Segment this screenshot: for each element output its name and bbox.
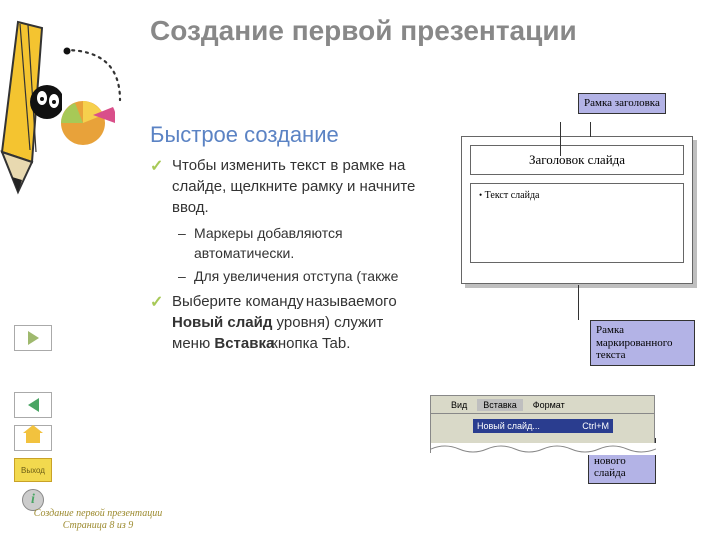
nav-prev-button[interactable] (14, 392, 52, 418)
slide-preview: Заголовок слайда • Текст слайда (465, 140, 697, 288)
menu-preview: Вид Вставка Формат Новый слайд... Ctrl+M (430, 395, 655, 453)
torn-edge (431, 443, 656, 455)
nav-next-button[interactable] (14, 325, 52, 351)
sub-bullet-2: Для увеличения отступа (также (150, 267, 430, 287)
bullet-2: Выберите команду называемого Новый слайд… (150, 291, 430, 354)
t: Вставка (214, 335, 274, 352)
t: Выберите команду (172, 293, 304, 310)
slide-body-text: Текст слайда (485, 190, 540, 201)
callout-body-frame: Рамка маркированного текста (590, 320, 695, 366)
footer-line-2: Страница 8 из 9 (8, 520, 188, 532)
callout-line (590, 122, 591, 137)
menu-bar: Вид Вставка Формат (431, 396, 654, 413)
menu-insert: Вставка (477, 399, 522, 411)
sub-bullet-1: Маркеры добавляются автоматически. (150, 224, 430, 263)
menu-view: Вид (445, 399, 473, 411)
menu-item-new-slide: Новый слайд... Ctrl+M (473, 419, 613, 433)
footer-line-1: Создание первой презентации (8, 508, 188, 520)
nav-panel: Выход i (14, 325, 62, 511)
menu-format: Формат (527, 399, 571, 411)
t: Новый слайд (172, 314, 272, 331)
bullet-1: Чтобы изменить текст в рамке на слайде, … (150, 155, 430, 218)
content-list: Чтобы изменить текст в рамке на слайде, … (150, 155, 430, 360)
slide-body-frame: • Текст слайда (470, 183, 684, 263)
pencil-graphic (0, 12, 62, 232)
page-subtitle: Быстрое создание (150, 122, 339, 148)
callout-title-frame: Рамка заголовка (578, 93, 666, 114)
callout-line (578, 285, 579, 320)
callout-line (560, 122, 561, 156)
t: называемого (306, 293, 397, 310)
slide-title-frame: Заголовок слайда (470, 145, 684, 175)
t: кнопка Tab (271, 335, 346, 352)
page-title: Создание первой презентации (150, 15, 577, 47)
menu-item-label: Новый слайд... (477, 421, 540, 431)
nav-exit-button[interactable]: Выход (14, 458, 52, 482)
pie-graphic (55, 95, 115, 150)
t: . (346, 335, 350, 352)
t: меню (172, 335, 214, 352)
footer: Создание первой презентации Страница 8 и… (8, 508, 188, 532)
menu-item-shortcut: Ctrl+M (582, 421, 609, 431)
t: уровня) служит (277, 314, 384, 331)
nav-home-button[interactable] (14, 425, 52, 451)
